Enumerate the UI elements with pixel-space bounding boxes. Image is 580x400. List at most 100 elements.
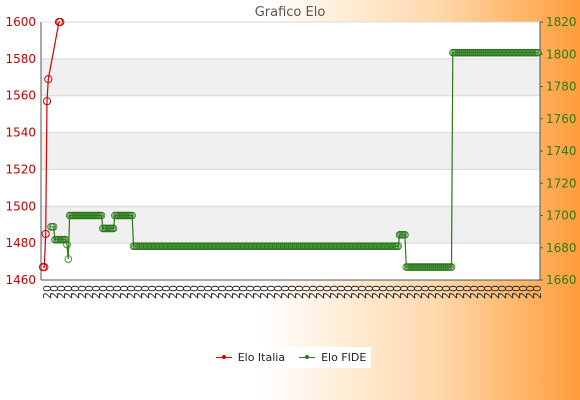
x-tick-label: 20 (447, 285, 460, 299)
x-tick-label: 20 (104, 285, 117, 299)
x-tick-label: 20 (405, 285, 418, 299)
x-tick-label: 20 (335, 285, 348, 299)
elo-fide-point (109, 224, 118, 233)
elo-italia-point (42, 97, 52, 106)
x-tick-label: 20 (125, 285, 138, 299)
x-tick-label: 20 (251, 285, 264, 299)
right-axis-ticks: 1660 1680 1700 1720 1740 1760 1780 1800 1820 (540, 15, 577, 287)
x-tick-label: 20 (363, 285, 376, 299)
x-tick-label: 20 (132, 285, 145, 299)
x-tick-label: 20 (153, 285, 166, 299)
grid-lines (41, 21, 540, 281)
left-axis-ticks: 1460 1480 1500 1520 1540 1560 1580 1600 (5, 15, 36, 287)
legend-label-elo-fide: Elo FIDE (321, 351, 367, 364)
elo-italia-line (43, 21, 61, 268)
x-tick-label: 20 (181, 285, 194, 299)
x-tick-label: 20 (55, 285, 68, 299)
x-tick-label: 20 (293, 285, 306, 299)
elo-italia-point (41, 229, 50, 239)
elo-italia-point (40, 263, 49, 272)
x-tick-label: 20 (209, 285, 222, 299)
grid-band (41, 132, 540, 170)
elo-fide-point (63, 240, 71, 249)
x-tick-label: 20 (97, 285, 110, 299)
right-tick-label: 1760 (546, 112, 577, 126)
x-tick-label: 20 (482, 285, 495, 299)
x-tick-label: 20 (139, 285, 152, 299)
elo-fide-point (61, 235, 70, 244)
right-tick-label: 1680 (546, 241, 577, 255)
x-axis-ticks: 2020202020202020202020202020202020202020… (41, 285, 544, 299)
legend: Elo Italia Elo FIDE (211, 347, 371, 368)
elo-fide-line (51, 52, 538, 268)
x-tick-label: 20 (279, 285, 292, 299)
x-tick-label: 20 (202, 285, 215, 299)
x-tick-label: 20 (83, 285, 96, 299)
legend-item-elo-fide: Elo FIDE (299, 351, 366, 364)
x-tick-label: 20 (503, 285, 516, 299)
left-tick-label: 1480 (5, 236, 36, 250)
left-tick-label: 1520 (5, 162, 36, 176)
x-tick-label: 20 (223, 285, 236, 299)
right-tick-label: 1820 (546, 15, 577, 29)
series-elo-italia (38, 17, 65, 272)
x-tick-label: 20 (118, 285, 131, 299)
x-tick-label: 20 (216, 285, 229, 299)
x-tick-label: 20 (111, 285, 124, 299)
right-tick-label: 1740 (546, 144, 577, 158)
x-tick-label: 20 (398, 285, 411, 299)
x-tick-label: 20 (314, 285, 327, 299)
x-tick-label: 20 (258, 285, 271, 299)
x-tick-label: 20 (286, 285, 299, 299)
elo-fide-marker-icon (299, 353, 316, 363)
x-tick-label: 20 (174, 285, 187, 299)
elo-fide-point (394, 242, 403, 250)
right-tick-label: 1700 (546, 209, 577, 223)
elo-fide-point (97, 211, 106, 220)
x-tick-label: 20 (489, 285, 502, 299)
x-tick-label: 20 (342, 285, 355, 299)
x-tick-label: 20 (454, 285, 467, 299)
x-tick-label: 20 (62, 285, 75, 299)
x-tick-label: 20 (69, 285, 82, 299)
left-tick-label: 1500 (5, 199, 36, 213)
x-tick-label: 20 (321, 285, 334, 299)
chart-title: Grafico Elo (255, 5, 326, 20)
right-tick-label: 1800 (546, 47, 577, 61)
x-tick-label: 20 (475, 285, 488, 299)
x-tick-label: 20 (517, 285, 530, 299)
x-tick-label: 20 (468, 285, 481, 299)
x-tick-label: 20 (370, 285, 383, 299)
x-tick-label: 20 (356, 285, 369, 299)
x-tick-label: 20 (349, 285, 362, 299)
x-tick-label: 20 (496, 285, 509, 299)
x-tick-label: 20 (307, 285, 320, 299)
x-tick-label: 20 (377, 285, 390, 299)
legend-item-elo-italia: Elo Italia (215, 351, 285, 364)
x-tick-label: 20 (244, 285, 257, 299)
x-tick-label: 20 (90, 285, 103, 299)
x-tick-label: 20 (188, 285, 201, 299)
x-tick-label: 20 (195, 285, 208, 299)
elo-fide-point (534, 48, 542, 57)
x-tick-label: 20 (167, 285, 180, 299)
x-tick-label: 20 (510, 285, 523, 299)
elo-italia-marker-icon (215, 353, 232, 363)
right-tick-label: 1720 (546, 176, 577, 190)
x-tick-label: 20 (76, 285, 89, 299)
x-tick-label: 20 (160, 285, 173, 299)
x-tick-label: 20 (272, 285, 285, 299)
x-tick-label: 20 (384, 285, 397, 299)
x-tick-label: 20 (531, 285, 544, 299)
elo-fide-point (447, 263, 456, 271)
x-tick-label: 20 (433, 285, 446, 299)
left-tick-label: 1600 (5, 15, 36, 29)
x-tick-label: 20 (426, 285, 439, 299)
left-tick-label: 1580 (5, 52, 36, 66)
right-tick-label: 1780 (546, 80, 577, 94)
left-tick-label: 1560 (5, 89, 36, 103)
series-elo-fide (47, 48, 542, 271)
x-tick-label: 20 (265, 285, 278, 299)
